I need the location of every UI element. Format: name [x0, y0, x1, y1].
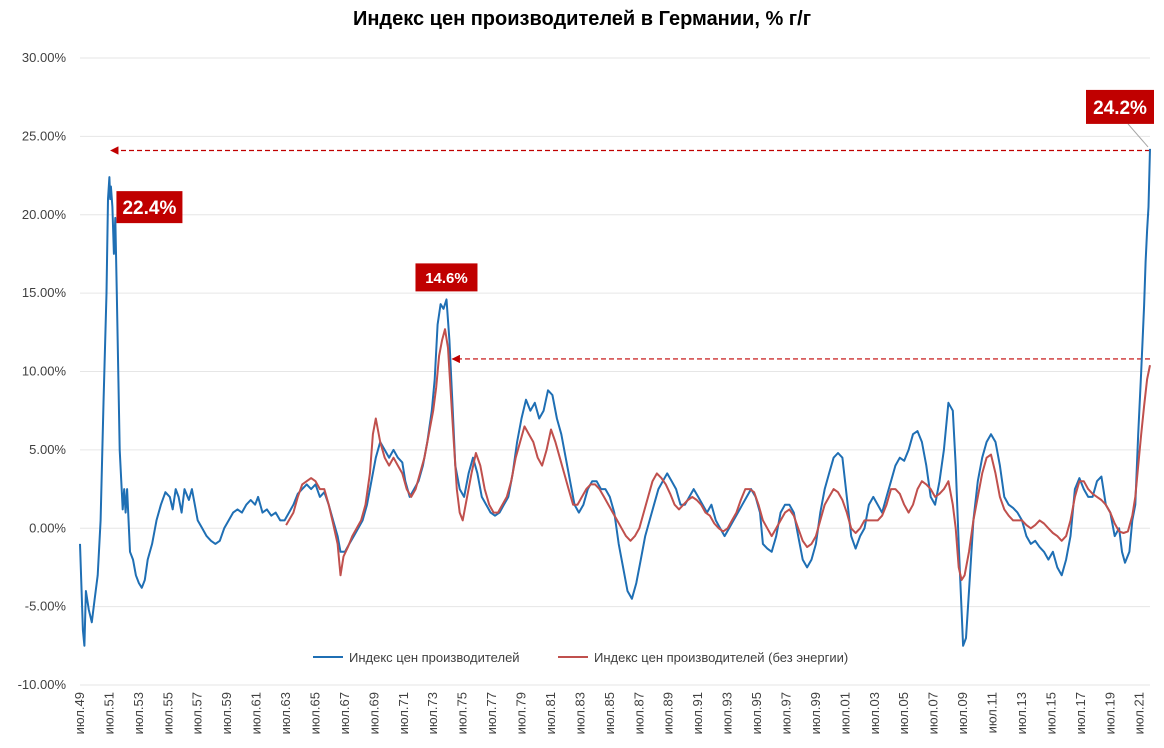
x-tick-label: июл.87 [631, 692, 646, 734]
x-tick-label: июл.65 [307, 692, 322, 734]
x-tick-label: июл.09 [955, 692, 970, 734]
x-tick-label: июл.53 [131, 692, 146, 734]
annotation-box [415, 263, 478, 292]
x-tick-label: июл.51 [101, 692, 116, 734]
x-tick-label: июл.95 [749, 692, 764, 734]
x-tick-label: июл.81 [543, 692, 558, 734]
x-tick-label: июл.83 [572, 692, 587, 734]
x-tick-label: июл.69 [366, 692, 381, 734]
x-tick-label: июл.99 [808, 692, 823, 734]
gridlines [80, 57, 1150, 686]
x-tick-label: июл.11 [985, 692, 1000, 733]
annotation-box [116, 191, 183, 224]
x-tick-label: июл.71 [396, 692, 411, 734]
legend: Индекс цен производителей Индекс цен прои… [313, 650, 848, 665]
x-tick-label: июл.19 [1102, 692, 1117, 734]
x-tick-label: июл.67 [337, 692, 352, 734]
x-tick-label: июл.89 [661, 692, 676, 734]
x-tick-label: июл.77 [484, 692, 499, 734]
x-tick-label: июл.05 [896, 692, 911, 734]
x-tick-label: июл.21 [1132, 692, 1147, 734]
x-tick-label: июл.13 [1014, 692, 1029, 734]
y-tick-label: -5.00% [25, 599, 67, 614]
series-line-0 [79, 148, 1151, 647]
annotation-label: 14.6% [425, 270, 468, 287]
x-tick-label: июл.85 [602, 692, 617, 734]
x-tick-label: июл.73 [425, 692, 440, 734]
y-tick-label: -10.00% [18, 677, 67, 692]
legend-label-1: Индекс цен производителей (без энергии) [594, 650, 848, 665]
y-tick-label: 15.00% [22, 285, 67, 300]
y-tick-label: 30.00% [22, 50, 67, 65]
series-line-1 [285, 328, 1151, 581]
y-tick-label: 25.00% [22, 128, 67, 143]
annotation-box [1086, 89, 1154, 124]
x-tick-label: июл.55 [160, 692, 175, 734]
x-tick-label: июл.79 [514, 692, 529, 734]
y-tick-label: 20.00% [22, 207, 67, 222]
x-tick-label: июл.03 [867, 692, 882, 734]
x-tick-label: июл.75 [455, 692, 470, 734]
x-tick-label: июл.91 [690, 692, 705, 734]
annotations: 22.4% 14.6% 24.2% [116, 89, 1154, 292]
annotation-label: 22.4% [122, 198, 176, 219]
annotation-leader [1127, 123, 1149, 148]
chart-title: Индекс цен производителей в Германии, % … [352, 8, 812, 30]
y-tick-label: 10.00% [22, 364, 67, 379]
x-tick-label: июл.93 [720, 692, 735, 734]
legend-label-0: Индекс цен производителей [349, 650, 520, 665]
y-tick-label: 0.00% [29, 520, 66, 535]
x-tick-label: июл.59 [219, 692, 234, 734]
x-tick-label: июл.07 [926, 692, 941, 734]
reference-arrows [110, 146, 1150, 364]
x-tick-label: июл.01 [837, 692, 852, 734]
x-tick-label: июл.61 [249, 692, 264, 734]
x-tick-label: июл.15 [1043, 692, 1058, 734]
y-tick-label: 5.00% [29, 442, 66, 457]
y-axis-ticks: 30.00% 25.00% 20.00% 15.00% 10.00% 5.00% 0.00%… [18, 50, 67, 692]
x-tick-label: июл.97 [778, 692, 793, 734]
x-tick-label: июл.63 [278, 692, 293, 734]
annotation-label: 24.2% [1093, 98, 1147, 119]
x-tick-label: июл.49 [72, 692, 87, 734]
x-tick-label: июл.17 [1073, 692, 1088, 734]
x-axis-ticks: июл.49 июл.51 июл.53 июл.55 июл.57 июл.59 июл.… [72, 692, 1147, 734]
series-lines [79, 148, 1151, 647]
x-tick-label: июл.57 [190, 692, 205, 734]
